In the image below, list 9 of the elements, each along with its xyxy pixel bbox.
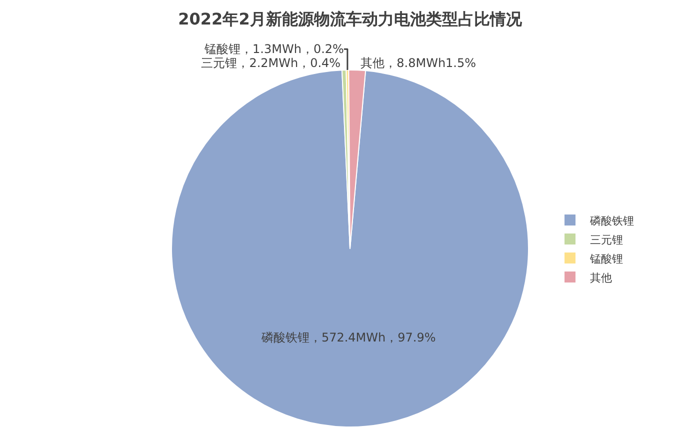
data-label: 锰酸锂，1.3MWh，0.2% — [204, 42, 344, 56]
data-label: 三元锂，2.2MWh，0.4% — [201, 56, 341, 70]
legend-label: 三元锂 — [590, 233, 623, 246]
legend-label: 其他 — [590, 271, 612, 284]
legend-label: 磷酸铁锂 — [589, 214, 634, 228]
data-label: 磷酸铁锂，572.4MWh，97.9% — [260, 330, 436, 345]
chart-title: 2022年2月新能源物流车动力电池类型占比情况 — [178, 9, 523, 28]
data-label: 其他，8.8MWh1.5% — [360, 56, 476, 70]
legend-label: 锰酸锂 — [589, 252, 623, 266]
